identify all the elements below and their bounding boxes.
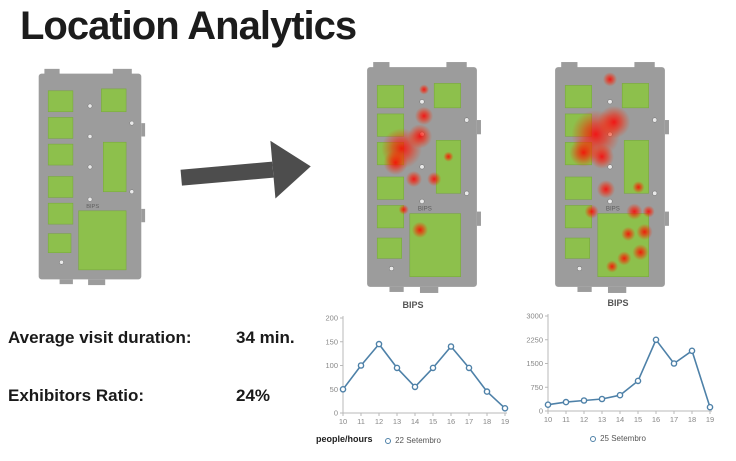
svg-text:13: 13 [598,415,606,424]
svg-text:750: 750 [530,383,543,392]
svg-text:18: 18 [483,417,491,426]
exhibitors-ratio-label: Exhibitors Ratio: [8,386,145,405]
svg-text:100: 100 [325,361,338,370]
svg-text:14: 14 [411,417,419,426]
svg-text:0: 0 [539,407,543,416]
exhibitors-ratio-row: Exhibitors Ratio: 24% [8,386,308,406]
svg-text:200: 200 [325,314,338,323]
line-chart-22-setembro: BIPS 0 50 100 150 200 10 11 12 13 14 15 16 17 18 19 22… [313,300,513,445]
svg-text:10: 10 [339,417,347,426]
legend-marker-icon [385,437,392,444]
arrow-head [270,137,314,199]
svg-text:BIPS: BIPS [606,206,620,213]
chart-plot-area: 0 750 1500 2250 3000 10 11 12 13 14 15 16 17 18 19 [518,310,718,431]
floorplan-heatmap-heavy: BIPS [549,59,671,295]
avg-visit-duration-value: 34 min. [236,328,295,347]
chart-plot-area: 0 50 100 150 200 10 11 12 13 14 15 16 17 18 19 [313,312,513,433]
chart-legend: 22 Setembro [313,436,513,445]
svg-text:16: 16 [652,415,660,424]
svg-text:150: 150 [325,337,338,346]
arrow-right-icon [179,137,314,206]
svg-text:18: 18 [688,415,696,424]
svg-text:15: 15 [634,415,642,424]
svg-text:14: 14 [616,415,624,424]
svg-text:17: 17 [670,415,678,424]
people-hours-label: people/hours [316,434,373,444]
svg-text:10: 10 [544,415,552,424]
avg-visit-duration-row: Average visit duration: 34 min. [8,328,308,348]
svg-text:19: 19 [706,415,714,424]
svg-text:11: 11 [562,415,570,424]
arrow-shaft [180,161,274,186]
floorplan-heatmap-moderate: BIPS [361,59,483,295]
svg-text:11: 11 [357,417,365,426]
page-title: Location Analytics [20,4,357,48]
legend-marker-icon [590,435,597,442]
svg-text:0: 0 [334,409,338,418]
svg-text:BIPS: BIPS [86,204,99,210]
svg-text:50: 50 [330,385,338,394]
chart-legend: 25 Setembro [518,434,718,443]
avg-visit-duration-label: Average visit duration: [8,328,192,347]
stats-panel: Average visit duration: 34 min. Exhibito… [8,328,308,444]
chart-title: BIPS [402,300,424,310]
svg-text:3000: 3000 [526,312,543,321]
svg-text:12: 12 [375,417,383,426]
legend-label: 22 Setembro [395,436,441,445]
chart-title: BIPS [607,298,629,308]
legend-label: 25 Setembro [600,434,646,443]
svg-text:15: 15 [429,417,437,426]
floorplan-base-map: BIPS [33,66,147,287]
svg-text:BIPS: BIPS [418,206,432,213]
svg-text:16: 16 [447,417,455,426]
svg-text:1500: 1500 [526,359,543,368]
exhibitors-ratio-value: 24% [236,386,271,405]
svg-text:17: 17 [465,417,473,426]
svg-text:13: 13 [393,417,401,426]
line-chart-25-setembro: BIPS 0 750 1500 2250 3000 10 11 12 13 14 15 16 17 18 1… [518,298,718,443]
svg-text:12: 12 [580,415,588,424]
svg-text:2250: 2250 [526,335,543,344]
svg-text:19: 19 [501,417,509,426]
